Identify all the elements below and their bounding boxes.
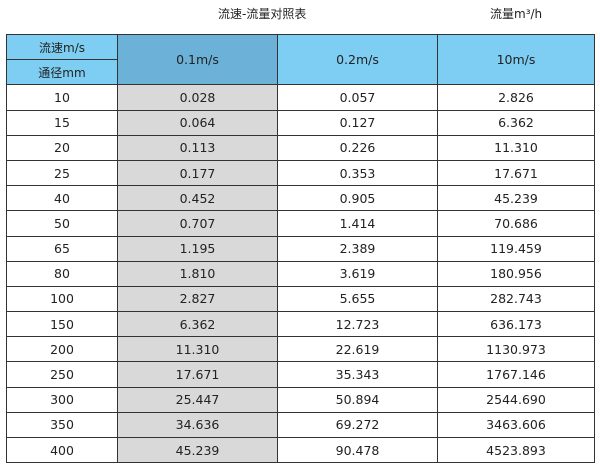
table-row: 20 0.113 0.226 11.310 bbox=[6, 134, 595, 161]
header-row: 流速m/s 0.1m/s 0.2m/s 10m/s bbox=[6, 33, 595, 86]
flow-cell: 69.272 bbox=[277, 411, 438, 439]
flow-cell: 0.226 bbox=[277, 134, 438, 161]
column-header: 0.1m/s bbox=[117, 33, 278, 86]
table-row: 65 1.195 2.389 119.459 bbox=[6, 235, 595, 262]
flow-cell: 0.177 bbox=[117, 159, 278, 187]
flow-cell: 0.905 bbox=[277, 185, 438, 212]
flow-cell: 2.389 bbox=[277, 235, 438, 262]
flow-cell: 2544.690 bbox=[437, 386, 595, 413]
diameter-cell: 50 bbox=[6, 210, 118, 237]
flow-cell: 119.459 bbox=[437, 235, 595, 262]
flow-cell: 1767.146 bbox=[437, 361, 595, 388]
flow-cell: 11.310 bbox=[437, 134, 595, 161]
flow-cell: 50.894 bbox=[277, 386, 438, 413]
diameter-cell: 150 bbox=[6, 311, 118, 338]
flow-cell: 0.353 bbox=[277, 159, 438, 187]
diameter-cell: 100 bbox=[6, 285, 118, 313]
table-row: 15 0.064 0.127 6.362 bbox=[6, 109, 595, 136]
diameter-cell: 250 bbox=[6, 361, 118, 388]
table-row: 200 11.310 22.619 1130.973 bbox=[6, 336, 595, 363]
flow-cell: 12.723 bbox=[277, 311, 438, 338]
flow-cell: 35.343 bbox=[277, 361, 438, 388]
flow-cell: 3.619 bbox=[277, 260, 438, 287]
table-row: 250 17.671 35.343 1767.146 bbox=[6, 361, 595, 388]
diameter-cell: 15 bbox=[6, 109, 118, 136]
velocity-header: 流速m/s bbox=[6, 33, 118, 61]
diameter-cell: 20 bbox=[6, 134, 118, 161]
flow-cell: 45.239 bbox=[117, 436, 278, 464]
flow-cell: 11.310 bbox=[117, 336, 278, 363]
flow-cell: 70.686 bbox=[437, 210, 595, 237]
diameter-cell: 350 bbox=[6, 411, 118, 439]
diameter-cell: 65 bbox=[6, 235, 118, 262]
table-row: 80 1.810 3.619 180.956 bbox=[6, 260, 595, 287]
flow-cell: 4523.893 bbox=[437, 436, 595, 464]
flow-rate-table: 流速m/s 0.1m/s 0.2m/s 10m/s 通径mm 10 0.028 0.… bbox=[6, 33, 595, 464]
diameter-cell: 300 bbox=[6, 386, 118, 413]
diameter-cell: 10 bbox=[6, 84, 118, 111]
table-row: 10 0.028 0.057 2.826 bbox=[6, 84, 595, 111]
flow-cell: 180.956 bbox=[437, 260, 595, 287]
flow-cell: 45.239 bbox=[437, 185, 595, 212]
flow-cell: 34.636 bbox=[117, 411, 278, 439]
flow-cell: 5.655 bbox=[277, 285, 438, 313]
flow-cell: 0.064 bbox=[117, 109, 278, 136]
table-title: 流速-流量对照表 bbox=[218, 7, 307, 21]
flow-cell: 0.113 bbox=[117, 134, 278, 161]
diameter-cell: 80 bbox=[6, 260, 118, 287]
flow-cell: 1.810 bbox=[117, 260, 278, 287]
table-row: 400 45.239 90.478 4523.893 bbox=[6, 436, 595, 464]
flow-cell: 1.195 bbox=[117, 235, 278, 262]
diameter-cell: 200 bbox=[6, 336, 118, 363]
table-row: 300 25.447 50.894 2544.690 bbox=[6, 386, 595, 413]
diameter-cell: 25 bbox=[6, 159, 118, 187]
flow-cell: 17.671 bbox=[437, 159, 595, 187]
header-row: 通径mm bbox=[6, 59, 595, 86]
flow-cell: 22.619 bbox=[277, 336, 438, 363]
flow-cell: 25.447 bbox=[117, 386, 278, 413]
diameter-cell: 400 bbox=[6, 436, 118, 464]
flow-cell: 90.478 bbox=[277, 436, 438, 464]
flow-cell: 6.362 bbox=[117, 311, 278, 338]
flow-cell: 0.127 bbox=[277, 109, 438, 136]
flow-cell: 0.057 bbox=[277, 84, 438, 111]
flow-cell: 2.826 bbox=[437, 84, 595, 111]
flow-cell: 3463.606 bbox=[437, 411, 595, 439]
column-header: 10m/s bbox=[437, 33, 595, 86]
flow-cell: 0.028 bbox=[117, 84, 278, 111]
flow-cell: 636.173 bbox=[437, 311, 595, 338]
table-row: 50 0.707 1.414 70.686 bbox=[6, 210, 595, 237]
flow-cell: 282.743 bbox=[437, 285, 595, 313]
table-row: 25 0.177 0.353 17.671 bbox=[6, 159, 595, 187]
diameter-cell: 40 bbox=[6, 185, 118, 212]
table-row: 100 2.827 5.655 282.743 bbox=[6, 285, 595, 313]
diameter-header: 通径mm bbox=[6, 59, 118, 86]
flow-cell: 0.452 bbox=[117, 185, 278, 212]
table-row: 350 34.636 69.272 3463.606 bbox=[6, 411, 595, 439]
flow-cell: 2.827 bbox=[117, 285, 278, 313]
flow-cell: 17.671 bbox=[117, 361, 278, 388]
unit-label: 流量m³/h bbox=[490, 7, 543, 21]
table-row: 40 0.452 0.905 45.239 bbox=[6, 185, 595, 212]
flow-cell: 1.414 bbox=[277, 210, 438, 237]
column-header: 0.2m/s bbox=[277, 33, 438, 86]
table-row: 150 6.362 12.723 636.173 bbox=[6, 311, 595, 338]
flow-cell: 0.707 bbox=[117, 210, 278, 237]
flow-cell: 1130.973 bbox=[437, 336, 595, 363]
flow-cell: 6.362 bbox=[437, 109, 595, 136]
